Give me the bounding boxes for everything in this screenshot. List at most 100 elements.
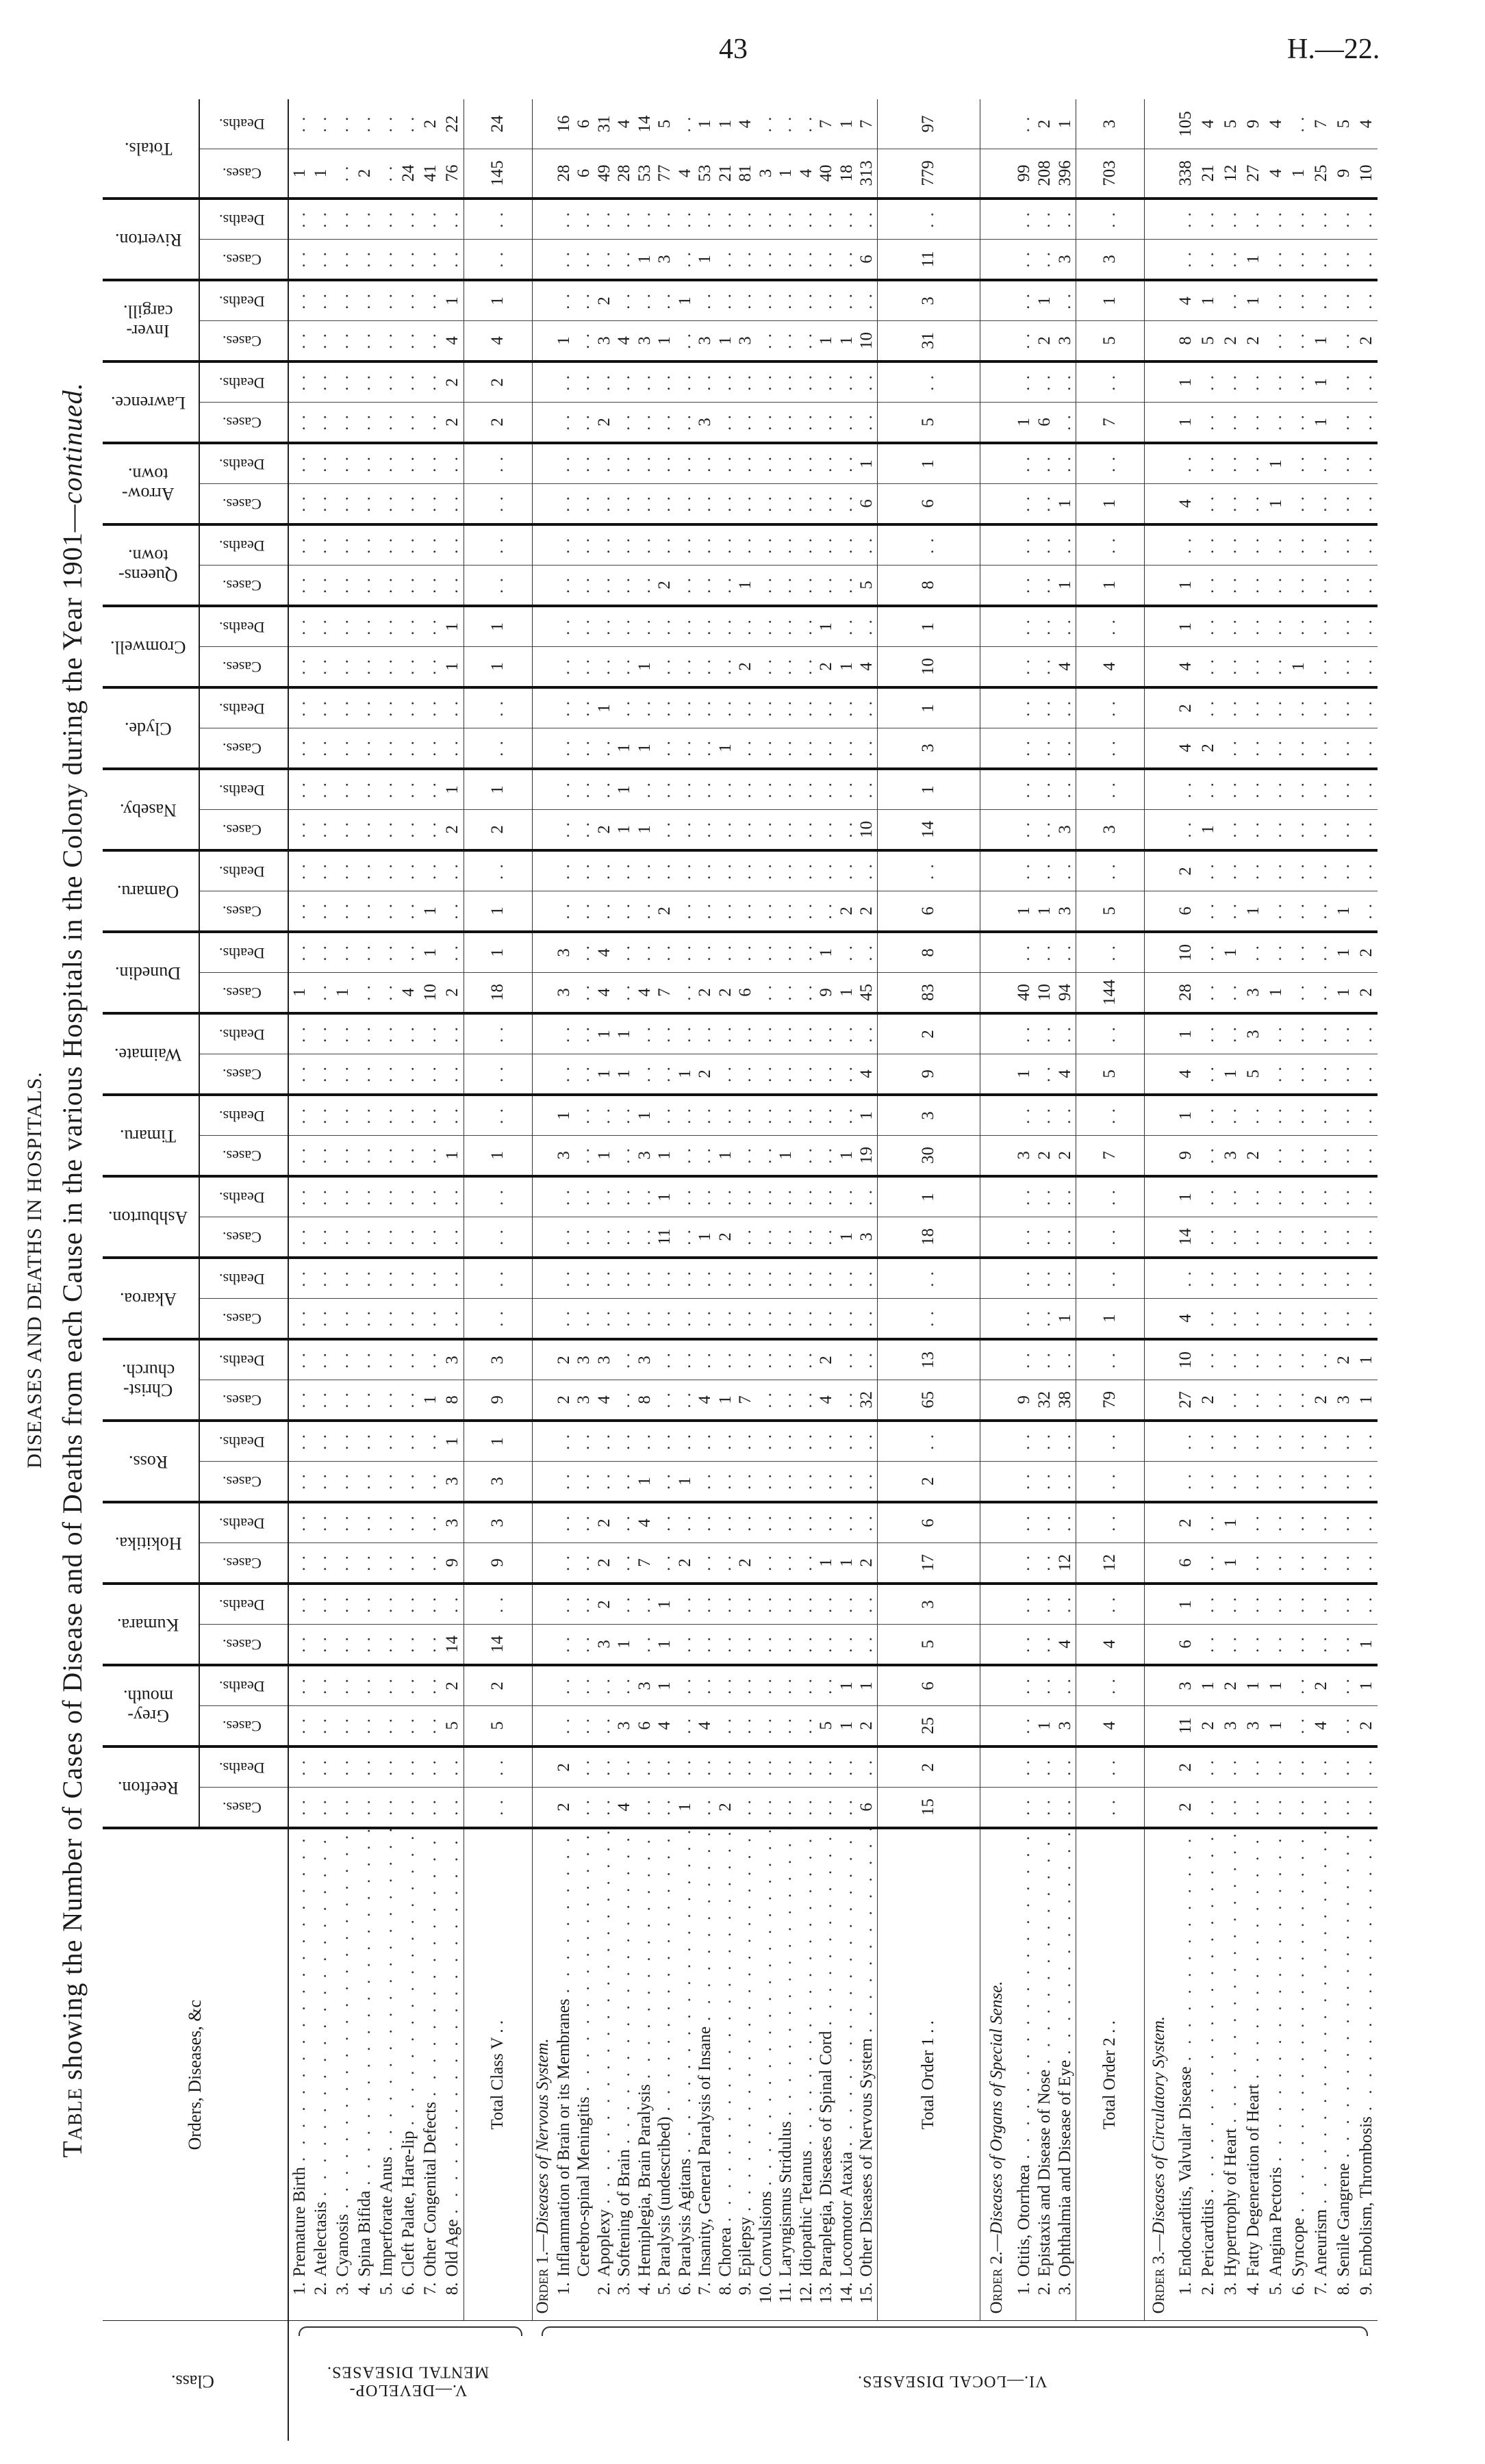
deaths-cell	[1174, 524, 1197, 566]
deaths-cell	[614, 606, 635, 647]
disease-label-wrap: 7. Other Congenital Defects	[421, 1829, 440, 2314]
cases-cell	[1310, 1624, 1332, 1665]
deaths-cell	[837, 1095, 857, 1136]
deaths-cell	[715, 199, 736, 240]
deaths-cell	[332, 606, 354, 647]
cases-cell: 2	[715, 1217, 736, 1258]
deaths-cell	[796, 1747, 817, 1788]
deaths-cell	[1144, 524, 1174, 566]
deaths-cell	[354, 1584, 376, 1625]
table-title: Table showing the Number of Cases of Dis…	[56, 99, 88, 2441]
deaths-cell	[1310, 1176, 1332, 1217]
cases-cell	[574, 972, 594, 1013]
deaths-cell	[816, 1421, 837, 1462]
deaths-cell	[1219, 606, 1242, 647]
cases-cell	[554, 1624, 574, 1665]
deaths-cell	[1055, 1421, 1076, 1462]
cases-cell	[980, 320, 1014, 361]
deaths-cell	[532, 687, 554, 728]
deaths-cell	[1014, 1013, 1035, 1054]
deaths-cell	[837, 361, 857, 403]
cases-cell: 3	[1055, 320, 1076, 361]
deaths-cell	[398, 1095, 420, 1136]
cases-cell: 1	[715, 1135, 736, 1176]
cases-subheader: Cases.	[199, 972, 288, 1013]
cases-cell	[1197, 646, 1219, 687]
deaths-cell	[532, 443, 554, 484]
deaths-cell: 2	[464, 361, 532, 403]
cases-cell	[776, 1298, 796, 1339]
cases-cell	[1355, 1542, 1378, 1584]
deaths-cell	[715, 850, 736, 891]
cases-cell: 4	[695, 1380, 715, 1421]
deaths-cell	[310, 199, 332, 240]
deaths-cell	[398, 1665, 420, 1706]
disease-label-wrap: 4. Fatty Degeneration of Heart	[1244, 1829, 1263, 2314]
cases-cell	[1287, 1298, 1310, 1339]
deaths-cell	[442, 850, 464, 891]
deaths-cell	[715, 361, 736, 403]
cases-cell	[532, 149, 554, 199]
deaths-cell	[354, 1095, 376, 1136]
deaths-cell	[1332, 1502, 1355, 1543]
cases-subheader: Cases.	[199, 809, 288, 850]
deaths-cell	[1014, 1747, 1035, 1788]
hospital-name: Ashburton.	[108, 1207, 188, 1228]
deaths-cell	[614, 1339, 635, 1380]
cases-cell	[554, 483, 574, 524]
cases-cell: 2	[735, 1542, 756, 1584]
class-group-vi: VI.—LOCAL DISEASES.	[532, 2321, 1378, 2441]
cases-cell	[376, 565, 398, 606]
cases-cell: 1	[442, 1135, 464, 1176]
deaths-cell	[574, 1665, 594, 1706]
cases-cell	[980, 891, 1014, 932]
cases-cell	[614, 1135, 635, 1176]
cases-cell	[655, 1054, 675, 1095]
deaths-cell	[1287, 687, 1310, 728]
deaths-cell	[756, 524, 776, 566]
cases-cell	[442, 1787, 464, 1828]
cases-cell	[675, 1135, 696, 1176]
deaths-cell	[735, 1258, 756, 1299]
deaths-cell: 1	[464, 606, 532, 647]
deaths-cell	[532, 850, 554, 891]
deaths-cell	[574, 443, 594, 484]
cases-cell	[1242, 1542, 1265, 1584]
deaths-cell	[816, 199, 837, 240]
cases-cell	[1265, 891, 1287, 932]
deaths-cell	[420, 1665, 442, 1706]
deaths-cell	[354, 1339, 376, 1380]
disease-number: 14.	[837, 2282, 856, 2304]
cases-cell	[376, 809, 398, 850]
cases-cell: 1	[1014, 891, 1035, 932]
deaths-cell	[1035, 606, 1055, 647]
cases-cell	[1355, 891, 1378, 932]
deaths-cell	[1219, 1013, 1242, 1054]
deaths-subheader: Deaths.	[199, 199, 288, 240]
deaths-cell	[735, 1584, 756, 1625]
deaths-cell	[1144, 1747, 1174, 1788]
cases-cell	[1014, 1298, 1035, 1339]
cases-cell	[1287, 1135, 1310, 1176]
deaths-cell	[1355, 443, 1378, 484]
deaths-cell	[735, 850, 756, 891]
cases-cell	[442, 483, 464, 524]
cases-cell: 3	[877, 728, 980, 769]
table-row: 7.Insanity, General Paralysis of Insane4…	[695, 99, 715, 2441]
cases-cell: 1	[635, 809, 655, 850]
cases-cell: 4	[796, 149, 817, 199]
disease-number: 8.	[442, 2282, 461, 2296]
cases-cell	[1035, 483, 1055, 524]
deaths-cell	[594, 850, 615, 891]
cases-cell	[442, 239, 464, 280]
cases-cell	[756, 565, 776, 606]
cases-cell	[776, 972, 796, 1013]
deaths-cell: 2	[877, 1013, 980, 1054]
deaths-cell	[398, 1747, 420, 1788]
deaths-cell	[980, 850, 1014, 891]
order-number: Order 2.—	[987, 2234, 1006, 2314]
hospital-name: Oamaru.	[117, 881, 179, 902]
cases-cell: 2	[1355, 1705, 1378, 1747]
deaths-cell	[1242, 443, 1265, 484]
cases-cell	[837, 1298, 857, 1339]
